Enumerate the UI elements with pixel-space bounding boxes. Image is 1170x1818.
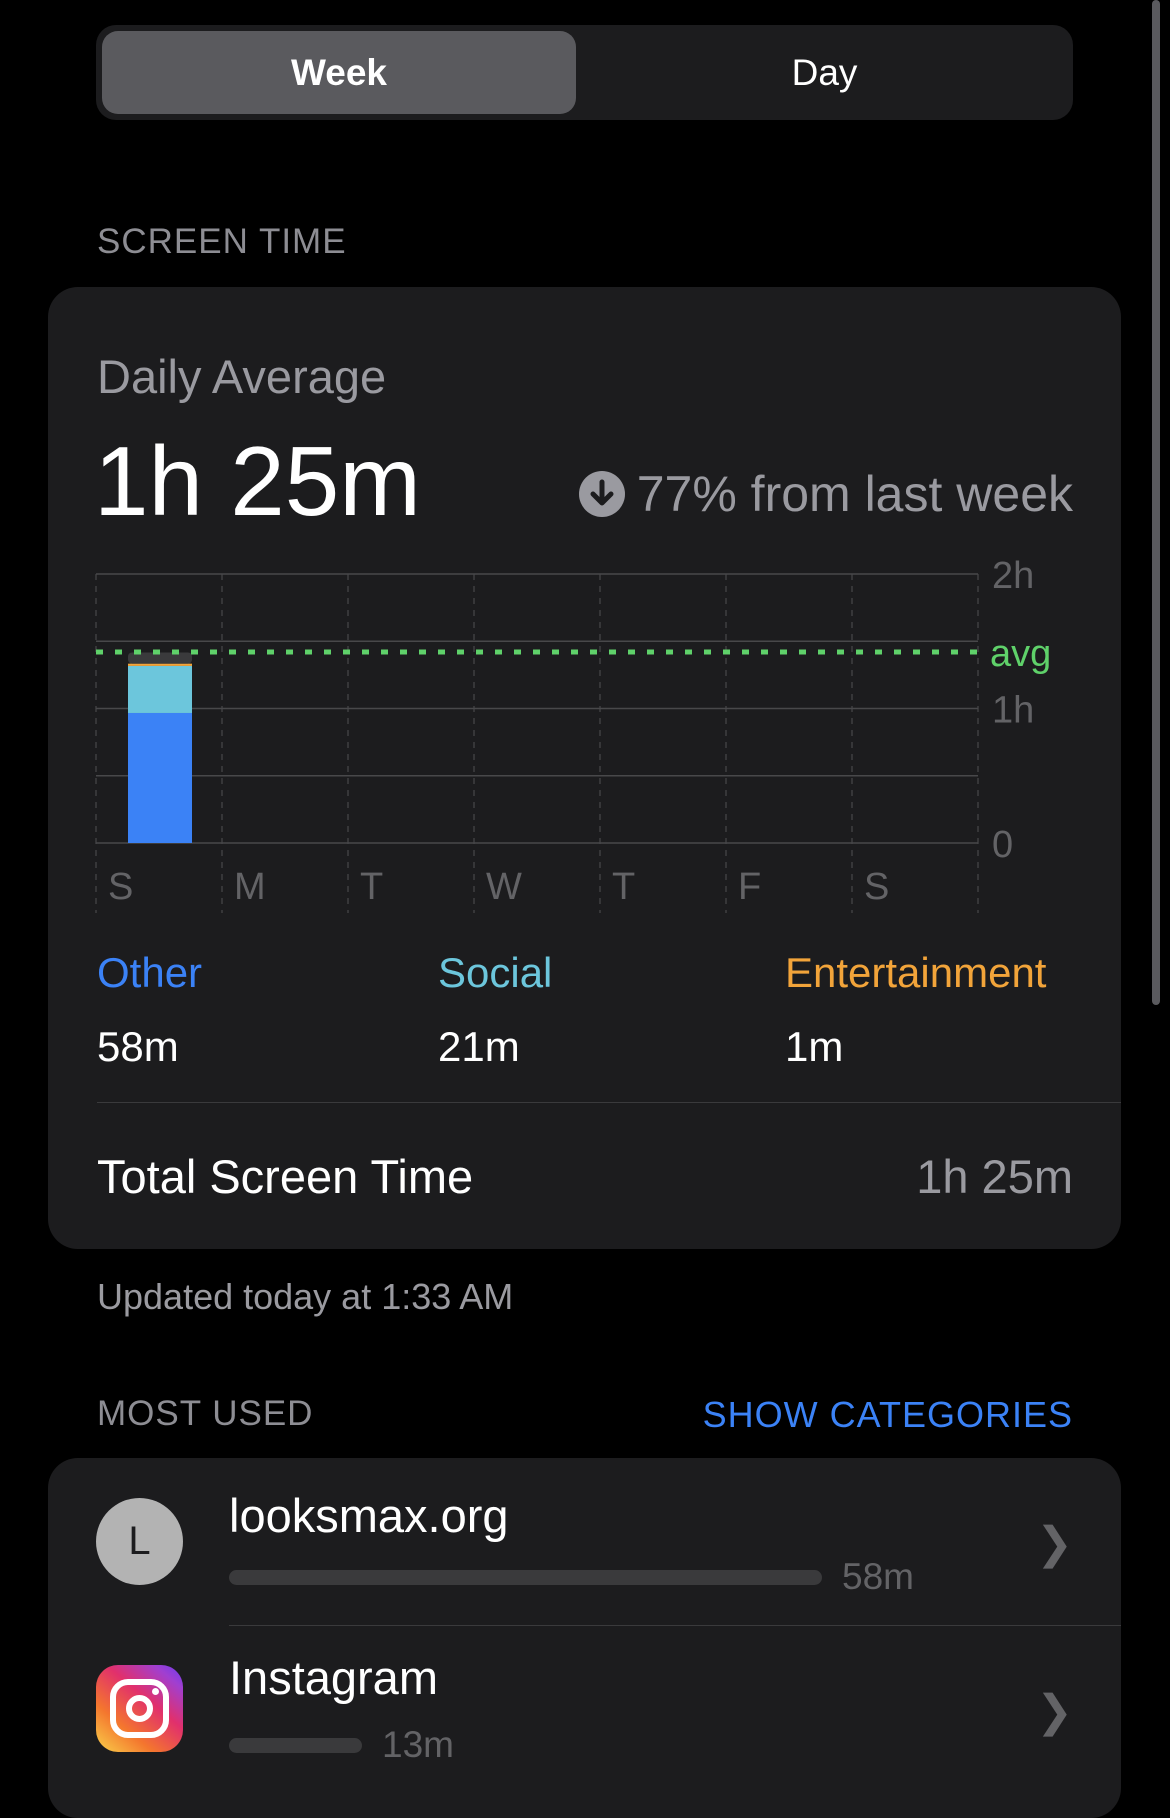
app-name: looksmax.org: [229, 1489, 509, 1542]
tab-week[interactable]: Week: [102, 31, 576, 114]
section-header-most-used: MOST USED: [97, 1394, 314, 1433]
tab-day[interactable]: Day: [791, 51, 858, 93]
x-tick-label: T: [360, 866, 383, 908]
usage-bar: [229, 1570, 822, 1585]
weekly-change-text: 77% from last week: [636, 466, 1073, 522]
list-item[interactable]: L looksmax.org 58m ❯: [48, 1458, 1121, 1625]
x-tick-label: S: [108, 866, 133, 908]
category-name: Other: [97, 949, 203, 996]
y-tick-label: 2h: [992, 555, 1034, 597]
x-tick-label: T: [612, 866, 635, 908]
bar-segment-other: [128, 712, 192, 843]
app-name: Instagram: [229, 1651, 438, 1704]
chevron-right-icon: ❯: [1036, 1519, 1073, 1568]
scrollbar[interactable]: [1152, 0, 1160, 1005]
bar-segment-remaining: [128, 652, 192, 664]
chevron-right-icon: ❯: [1036, 1687, 1073, 1736]
x-tick-label: S: [864, 866, 889, 908]
weekly-change: 77% from last week: [578, 465, 1073, 523]
usage-bar: [229, 1738, 362, 1753]
category-value: 58m: [97, 1023, 179, 1070]
x-tick-label: M: [234, 866, 266, 908]
bar-segment-social: [128, 665, 192, 713]
arrow-down-circle-icon: [578, 471, 625, 517]
updated-timestamp: Updated today at 1:33 AM: [97, 1276, 514, 1317]
instagram-icon: [96, 1665, 183, 1752]
category-name: Entertainment: [785, 949, 1047, 996]
divider: [97, 1102, 1121, 1103]
category-name: Social: [438, 949, 553, 996]
average-label: avg: [990, 633, 1051, 675]
total-screen-time-value: 1h 25m: [916, 1150, 1073, 1203]
app-time: 58m: [842, 1556, 914, 1597]
most-used-list: L looksmax.org 58m ❯ Instagram 13m ❯: [48, 1458, 1121, 1818]
category-other: Other 58m: [97, 949, 202, 1071]
y-tick-label: 0: [992, 824, 1013, 866]
category-entertainment: Entertainment 1m: [785, 949, 1046, 1071]
screen-time-card[interactable]: Daily Average 1h 25m 77% from last week …: [48, 287, 1121, 1249]
category-social: Social 21m: [438, 949, 552, 1071]
app-time: 13m: [382, 1724, 454, 1765]
x-tick-label: W: [486, 866, 522, 908]
daily-average-value: 1h 25m: [94, 426, 421, 536]
show-categories-link[interactable]: SHOW CATEGORIES: [702, 1394, 1073, 1435]
divider: [229, 1625, 1121, 1626]
period-segmented-control: Week Day: [96, 25, 1073, 120]
category-value: 1m: [785, 1023, 844, 1070]
total-screen-time-label: Total Screen Time: [97, 1150, 474, 1203]
x-tick-label: F: [738, 866, 761, 908]
list-item[interactable]: Instagram 13m ❯: [48, 1626, 1121, 1793]
y-tick-label: 1h: [992, 690, 1034, 732]
bar-segment-entertainment: [128, 663, 192, 666]
app-avatar: L: [96, 1498, 183, 1585]
section-header-screen-time: SCREEN TIME: [97, 222, 347, 261]
daily-average-label: Daily Average: [97, 350, 387, 403]
category-value: 21m: [438, 1023, 520, 1070]
